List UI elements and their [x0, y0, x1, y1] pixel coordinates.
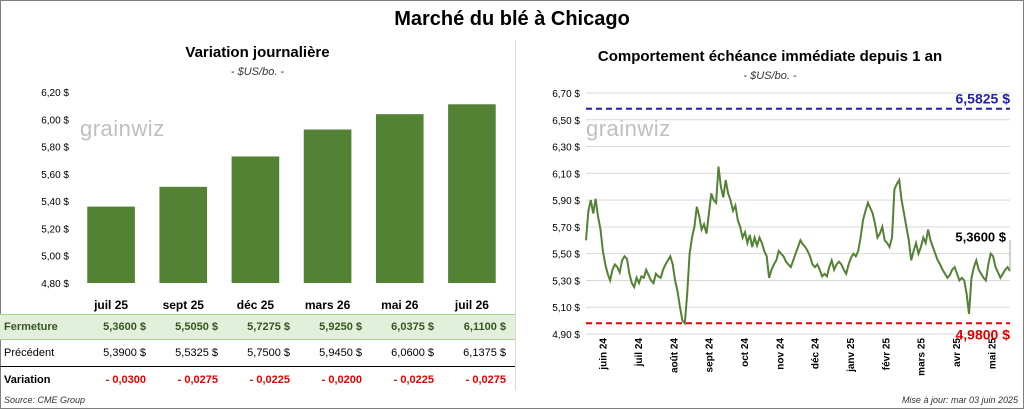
table-cell: 5,9250 $: [319, 321, 362, 333]
table-cell: - 0,0225: [393, 373, 434, 386]
x-tick-label: juil 25: [93, 298, 128, 312]
row-label: Fermeture: [4, 321, 58, 333]
panel-divider: [515, 40, 516, 390]
table-cell: - 0,0200: [321, 373, 362, 386]
bar-chart: 4,80 $ 5,00 $ 5,20 $ 5,40 $ 5,60 $ 5,80 $ 6,00…: [41, 88, 496, 312]
bar: [375, 114, 424, 283]
y-tick-label: 5,60 $: [41, 170, 69, 181]
table-cell: - 0,0275: [465, 373, 506, 386]
x-tick-label: juil 24: [634, 338, 645, 368]
x-tick-label: juin 24: [599, 338, 610, 371]
table-cell: 5,5325 $: [175, 347, 218, 359]
table-row-precedent: Précédent 5,3900 $ 5,5325 $ 5,7500 $ 5,9…: [0, 340, 515, 366]
y-tick-label: 4,80 $: [41, 279, 69, 290]
y-tick-label: 5,10 $: [552, 303, 580, 314]
x-tick-label: janv 25: [846, 338, 857, 373]
x-tick-label: sept 24: [705, 338, 716, 373]
y-tick-label: 5,80 $: [41, 143, 69, 154]
y-tick-label: 5,00 $: [41, 252, 69, 263]
source-note: Source: CME Group: [4, 395, 86, 405]
table-row-fermeture: Fermeture 5,3600 $ 5,5050 $ 5,7275 $ 5,9…: [0, 314, 515, 340]
bar: [87, 206, 135, 283]
table-cell: 5,7275 $: [247, 321, 290, 333]
table-cell: - 0,0275: [177, 373, 218, 386]
x-tick-label: août 24: [669, 338, 680, 373]
high-reference-label: 6,5825 $: [956, 91, 1011, 107]
bar: [231, 156, 280, 283]
bar: [303, 129, 352, 283]
table-cell: 6,1100 $: [463, 321, 506, 333]
x-tick-label: déc 25: [237, 298, 275, 312]
table-cell: 6,1375 $: [463, 347, 506, 359]
x-tick-label: févr 25: [881, 338, 892, 371]
x-tick-label: mai 26: [381, 298, 419, 312]
line-chart: 4,90 $ 5,10 $ 5,30 $ 5,50 $ 5,70 $ 5,90 $ 6,10…: [552, 89, 1011, 376]
row-label: Variation: [4, 373, 51, 386]
table-cell: 6,0375 $: [391, 321, 434, 333]
grainwiz-logo: grainwiz: [80, 116, 165, 142]
y-tick-label: 6,30 $: [552, 143, 580, 154]
x-tick-label: mai 25: [987, 338, 998, 370]
line-chart-title: Comportement échéance immédiate depuis 1…: [597, 48, 943, 65]
row-label: Précédent: [4, 347, 55, 359]
y-tick-label: 5,90 $: [552, 196, 580, 207]
y-tick-label: 6,20 $: [41, 88, 69, 99]
bar-chart-title: Variation journalière: [185, 44, 330, 61]
x-tick-label: déc 24: [811, 338, 822, 370]
table-cell: 5,3900 $: [103, 347, 146, 359]
bar-chart-subtitle: - $US/bo. -: [230, 66, 285, 78]
low-reference-label: 4,9800 $: [956, 326, 1011, 342]
table-cell: 5,3600 $: [103, 321, 146, 333]
bar: [448, 104, 496, 284]
logo-text: grainwiz: [80, 116, 165, 141]
line-chart-subtitle: - $US/bo. -: [743, 70, 797, 82]
bar: [159, 186, 208, 283]
table-cell: 6,0600 $: [391, 347, 434, 359]
x-tick-label: nov 24: [775, 338, 786, 370]
x-tick-label: mars 26: [305, 298, 351, 312]
y-tick-label: 5,70 $: [552, 223, 580, 234]
last-value-label: 5,3600 $: [955, 229, 1006, 244]
y-tick-label: 6,50 $: [552, 116, 580, 127]
x-tick-label: avr 25: [952, 338, 963, 367]
y-tick-label: 6,70 $: [552, 89, 580, 100]
table-row-variation: Variation - 0,0300 - 0,0275 - 0,0225 - 0…: [0, 366, 515, 392]
table-cell: 5,9450 $: [319, 347, 362, 359]
y-tick-label: 5,30 $: [552, 276, 580, 287]
main-title: Marché du blé à Chicago: [394, 8, 630, 30]
price-line: [585, 166, 1011, 326]
table-cell: - 0,0300: [105, 373, 146, 386]
y-tick-label: 5,50 $: [552, 250, 580, 261]
table-cell: 5,7500 $: [247, 347, 290, 359]
update-note: Mise à jour: mar 03 juin 2025: [901, 395, 1018, 405]
y-tick-label: 4,90 $: [552, 330, 580, 341]
x-tick-label: sept 25: [163, 298, 205, 312]
y-tick-label: 5,20 $: [41, 224, 69, 235]
table-cell: - 0,0225: [249, 373, 290, 386]
y-tick-label: 6,10 $: [552, 169, 580, 180]
x-tick-label: mars 25: [917, 338, 928, 376]
y-tick-label: 5,40 $: [41, 197, 69, 208]
table-cell: 5,5050 $: [175, 321, 218, 333]
x-tick-label: juil 26: [454, 298, 489, 312]
y-tick-label: 6,00 $: [41, 115, 69, 126]
x-tick-label: oct 24: [740, 338, 751, 367]
